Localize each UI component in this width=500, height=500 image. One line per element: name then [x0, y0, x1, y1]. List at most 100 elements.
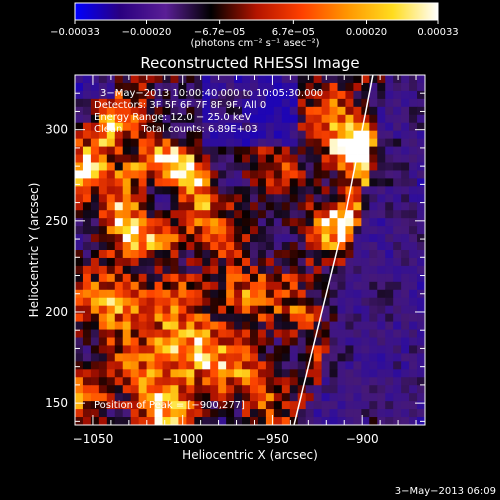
- heatmap-cell: [417, 202, 425, 211]
- heatmap-cell: [170, 377, 179, 386]
- heatmap-cell: [242, 146, 251, 155]
- heatmap-cell: [281, 257, 291, 267]
- heatmap-cell: [393, 393, 402, 402]
- heatmap-cell: [385, 401, 394, 410]
- heatmap-cell: [265, 273, 275, 283]
- heatmap-cell: [114, 98, 124, 108]
- heatmap-cell: [218, 146, 227, 155]
- heatmap-cell: [345, 242, 354, 251]
- heatmap-cell: [154, 297, 163, 307]
- heatmap-cell: [377, 297, 386, 307]
- heatmap-cell: [106, 409, 116, 418]
- heatmap-cell: [289, 178, 299, 187]
- heatmap-cell: [75, 202, 84, 211]
- heatmap-cell: [226, 218, 235, 227]
- heatmap-cell: [281, 114, 291, 124]
- heatmap-cell: [98, 305, 108, 315]
- heatmap-cell: [234, 321, 243, 330]
- heatmap-cell: [170, 90, 179, 100]
- heatmap-cell: [218, 194, 227, 203]
- heatmap-cell: [178, 305, 187, 315]
- heatmap-cell: [242, 218, 251, 227]
- heatmap-cell: [257, 265, 267, 275]
- heatmap-cell: [186, 265, 195, 275]
- heatmap-cell: [265, 106, 275, 116]
- heatmap-cell: [186, 353, 195, 362]
- heatmap-cell: [242, 106, 251, 116]
- heatmap-cell: [210, 106, 219, 116]
- heatmap-cell: [377, 250, 386, 259]
- heatmap-cell: [194, 345, 203, 354]
- heatmap-cell: [122, 369, 132, 378]
- heatmap-cell: [369, 361, 378, 370]
- heatmap-cell: [393, 202, 402, 211]
- heatmap-cell: [250, 82, 259, 92]
- heatmap-cell: [218, 186, 227, 195]
- heatmap-cell: [210, 194, 219, 203]
- heatmap-cell: [337, 353, 346, 362]
- heatmap-cell: [75, 75, 84, 84]
- heatmap-cell: [178, 409, 187, 418]
- heatmap-cell: [146, 353, 155, 362]
- heatmap-cell: [210, 170, 219, 179]
- heatmap-cell: [194, 82, 203, 92]
- heatmap-cell: [313, 90, 322, 100]
- heatmap-cell: [106, 146, 116, 155]
- heatmap-cell: [122, 361, 132, 370]
- heatmap-cell: [297, 289, 307, 299]
- heatmap-cell: [202, 337, 211, 346]
- heatmap-cell: [345, 98, 354, 108]
- heatmap-cell: [146, 122, 155, 132]
- heatmap-cell: [98, 250, 108, 259]
- heatmap-cell: [401, 361, 410, 370]
- heatmap-cell: [369, 305, 378, 315]
- heatmap-cell: [186, 417, 195, 425]
- heatmap-cell: [257, 289, 267, 299]
- heatmap-cell: [297, 265, 307, 275]
- heatmap-cell: [393, 242, 402, 251]
- heatmap-cell: [361, 130, 370, 140]
- heatmap-cell: [345, 305, 354, 315]
- heatmap-cell: [146, 265, 155, 275]
- heatmap-cell: [122, 170, 132, 179]
- heatmap-cell: [297, 138, 307, 147]
- heatmap-cell: [289, 297, 299, 307]
- heatmap-cell: [313, 202, 322, 211]
- x-tick-label: −950: [256, 432, 289, 446]
- heatmap-cell: [98, 265, 108, 275]
- heatmap-cell: [146, 377, 155, 386]
- heatmap-cell: [106, 321, 116, 330]
- heatmap-cell: [393, 417, 402, 425]
- heatmap-cell: [194, 305, 203, 315]
- heatmap-cell: [90, 114, 100, 124]
- heatmap-cell: [170, 361, 179, 370]
- heatmap-cell: [297, 385, 307, 394]
- heatmap-cell: [138, 138, 147, 147]
- heatmap-cell: [170, 313, 179, 322]
- heatmap-cell: [178, 234, 187, 243]
- heatmap-cell: [353, 98, 362, 108]
- heatmap-cell: [409, 178, 418, 187]
- heatmap-cell: [289, 75, 299, 84]
- heatmap-cell: [417, 178, 425, 187]
- y-tick-label: 200: [45, 305, 68, 319]
- heatmap-cell: [170, 210, 179, 219]
- heatmap-cell: [90, 234, 100, 243]
- heatmap-cell: [138, 265, 147, 275]
- heatmap-cell: [234, 250, 243, 259]
- heatmap-cell: [202, 178, 211, 187]
- heatmap-cell: [122, 106, 132, 116]
- heatmap-cell: [385, 313, 394, 322]
- heatmap-cell: [401, 146, 410, 155]
- heatmap-cell: [361, 90, 370, 100]
- heatmap-cell: [226, 146, 235, 155]
- heatmap-cell: [361, 234, 370, 243]
- heatmap-cell: [329, 130, 338, 140]
- heatmap-cell: [186, 242, 195, 251]
- heatmap-cell: [194, 122, 203, 132]
- colorbar-unit-label: (photons cm⁻² s⁻¹ asec⁻²): [190, 38, 319, 49]
- heatmap-cell: [162, 281, 171, 291]
- heatmap-cell: [114, 82, 124, 92]
- heatmap-cell: [369, 90, 378, 100]
